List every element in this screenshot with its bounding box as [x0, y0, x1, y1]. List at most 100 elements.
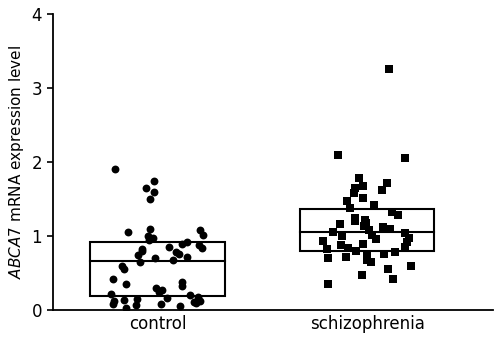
Point	[182, 254, 190, 259]
Point	[334, 152, 342, 157]
Point	[146, 226, 154, 232]
Point	[149, 236, 157, 241]
Point	[122, 282, 130, 287]
Point	[194, 294, 202, 300]
Point	[350, 190, 358, 196]
Point	[146, 197, 154, 202]
Point	[324, 282, 332, 287]
Point	[120, 297, 128, 303]
Point	[408, 263, 416, 269]
Point	[138, 247, 146, 252]
Point	[342, 198, 350, 203]
Point	[366, 227, 374, 233]
Point	[323, 247, 331, 252]
Point	[151, 256, 159, 261]
Point	[368, 232, 376, 237]
Point	[359, 195, 367, 200]
Point	[386, 67, 394, 72]
Point	[144, 234, 152, 239]
Point	[196, 227, 204, 233]
Point	[195, 242, 203, 248]
Point	[120, 267, 128, 272]
Point	[394, 213, 402, 218]
Point	[108, 291, 116, 296]
Point	[198, 245, 205, 251]
Point	[175, 251, 183, 257]
Point	[192, 300, 200, 306]
Point	[108, 301, 116, 306]
Point	[372, 236, 380, 242]
Point	[136, 259, 144, 265]
Point	[320, 238, 328, 243]
Point	[134, 296, 141, 302]
Point	[360, 183, 368, 188]
Point	[176, 304, 184, 309]
Point	[379, 224, 387, 230]
Point	[150, 178, 158, 183]
Point	[401, 244, 409, 249]
Point	[403, 239, 411, 245]
Point	[132, 302, 140, 308]
Point	[344, 245, 351, 251]
Point	[342, 254, 350, 259]
Point	[384, 180, 392, 186]
Point	[124, 230, 132, 235]
Point	[199, 232, 207, 237]
Point	[362, 220, 370, 225]
Point	[156, 302, 164, 307]
Point	[172, 250, 180, 255]
Point	[152, 285, 160, 291]
Point	[150, 189, 158, 194]
Y-axis label: $\it{ABCA7}$ mRNA expression level: $\it{ABCA7}$ mRNA expression level	[7, 45, 26, 279]
Point	[391, 250, 399, 255]
Point	[165, 244, 173, 249]
Point	[178, 241, 186, 246]
Point	[178, 279, 186, 285]
Point	[386, 226, 394, 232]
Point	[361, 217, 369, 223]
Point	[351, 215, 359, 220]
Point	[384, 267, 392, 272]
Point	[389, 276, 397, 282]
Point	[360, 223, 368, 228]
Point	[156, 289, 164, 294]
Point	[138, 248, 145, 254]
Point	[351, 185, 359, 191]
Point	[145, 237, 153, 242]
Point	[142, 185, 150, 191]
Point	[110, 167, 118, 172]
Point	[122, 305, 130, 311]
Point	[186, 293, 194, 298]
Point	[324, 256, 332, 261]
Point	[388, 210, 396, 215]
Point	[330, 229, 338, 234]
Point	[178, 284, 186, 289]
Point	[355, 176, 363, 181]
Point	[401, 231, 409, 236]
Point	[346, 205, 354, 211]
Point	[352, 248, 360, 254]
Point	[110, 299, 118, 304]
Bar	[300, 209, 434, 251]
Point	[196, 298, 203, 303]
Point	[404, 235, 412, 240]
Point	[163, 295, 171, 300]
Point	[370, 202, 378, 208]
Point	[336, 222, 344, 227]
Point	[352, 219, 360, 224]
Point	[338, 234, 346, 239]
Point	[118, 263, 126, 269]
Bar	[90, 242, 224, 296]
Point	[380, 251, 388, 257]
Point	[358, 272, 366, 277]
Point	[158, 288, 166, 293]
Point	[336, 242, 344, 248]
Point	[363, 253, 371, 258]
Point	[184, 239, 192, 245]
Point	[359, 241, 367, 246]
Point	[190, 299, 198, 305]
Point	[366, 259, 374, 265]
Point	[170, 257, 177, 262]
Point	[378, 187, 386, 193]
Point	[109, 276, 117, 282]
